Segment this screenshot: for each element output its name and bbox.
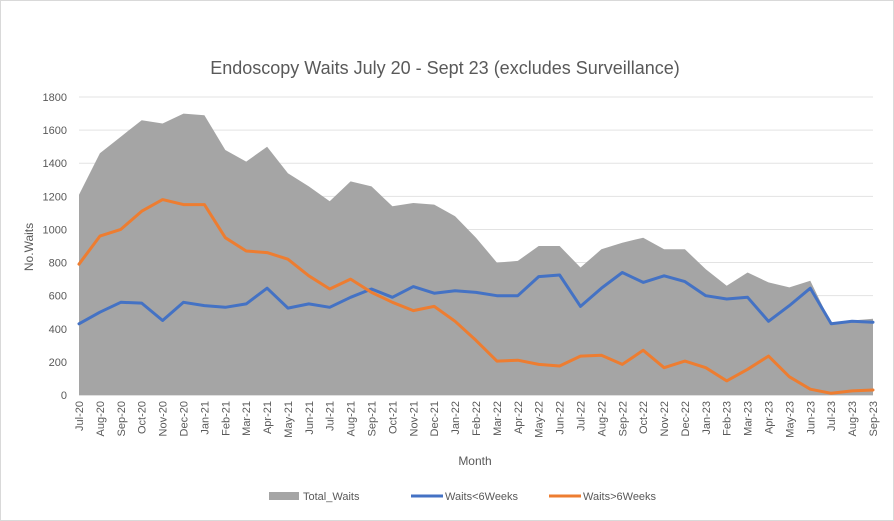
x-tick-label: Jul-23 <box>826 401 838 431</box>
y-tick-label: 1000 <box>43 224 67 236</box>
x-tick-label: Sep-23 <box>868 401 880 436</box>
x-tick-label: Jan-22 <box>450 401 462 435</box>
legend-waits-over-6-weeks: Waits>6Weeks <box>549 491 657 503</box>
x-tick-label: Sep-21 <box>367 401 379 436</box>
x-tick-label: Dec-21 <box>429 401 441 436</box>
x-tick-label: Aug-20 <box>95 401 107 436</box>
y-tick-label: 1600 <box>43 125 67 137</box>
legend: Total_Waits Waits<6Weeks Waits>6Weeks <box>269 491 657 503</box>
x-tick-label: Sep-22 <box>617 401 629 436</box>
y-tick-label: 800 <box>49 258 67 270</box>
x-tick-label: Jan-21 <box>199 401 211 435</box>
area-total-waits <box>79 113 873 395</box>
y-tick-label: 1400 <box>43 158 67 170</box>
line-layer <box>77 198 875 395</box>
x-tick-label: Nov-22 <box>659 401 671 436</box>
x-tick-label: Dec-22 <box>680 401 692 436</box>
area-layer <box>79 113 873 395</box>
x-tick-label: Jun-22 <box>555 401 567 435</box>
legend-label: Total_Waits <box>303 491 360 503</box>
y-tick-labels: 0 200 400 600 800 1000 1200 1400 1600 1800 <box>43 92 67 402</box>
x-tick-label: Jul-20 <box>74 401 86 431</box>
x-tick-label: May-21 <box>283 401 295 438</box>
legend-total-waits: Total_Waits <box>269 491 360 503</box>
x-axis-label: Month <box>458 454 491 468</box>
y-tick-label: 0 <box>61 390 67 402</box>
legend-swatch <box>269 492 299 500</box>
x-tick-label: Oct-22 <box>638 401 650 434</box>
x-tick-label: Jul-21 <box>325 401 337 431</box>
x-tick-label: Aug-22 <box>596 401 608 436</box>
x-tick-label: Apr-22 <box>513 401 525 434</box>
x-tick-label: Jun-21 <box>304 401 316 435</box>
x-tick-label: May-22 <box>534 401 546 438</box>
x-tick-label: Feb-22 <box>471 401 483 436</box>
x-tick-label: Mar-23 <box>743 401 755 436</box>
x-tick-label: Jan-23 <box>701 401 713 435</box>
x-tick-label: Feb-23 <box>722 401 734 436</box>
y-tick-label: 1200 <box>43 191 67 203</box>
x-tick-label: Nov-21 <box>408 401 420 436</box>
x-tick-label: Mar-21 <box>241 401 253 436</box>
x-tick-label: Mar-22 <box>492 401 504 436</box>
legend-label: Waits<6Weeks <box>445 491 519 503</box>
chart-title: Endoscopy Waits July 20 - Sept 23 (exclu… <box>210 58 680 78</box>
legend-waits-under-6-weeks: Waits<6Weeks <box>411 491 519 503</box>
x-tick-labels: Jul-20 Aug-20 Sep-20 Oct-20 Nov-20 Dec-20 Jan-… <box>74 401 880 438</box>
x-tick-label: Nov-20 <box>158 401 170 436</box>
x-tick-label: Feb-21 <box>220 401 232 436</box>
x-tick-label: Jun-23 <box>805 401 817 435</box>
x-tick-label: Jul-22 <box>576 401 588 431</box>
x-tick-label: Apr-21 <box>262 401 274 434</box>
y-axis-label: No.Waits <box>22 223 36 271</box>
line-waits-over-6-weeks <box>77 198 875 395</box>
x-tick-label: Dec-20 <box>179 401 191 436</box>
y-tick-label: 200 <box>49 357 67 369</box>
x-tick-label: May-23 <box>784 401 796 438</box>
y-tick-label: 600 <box>49 291 67 303</box>
legend-label: Waits>6Weeks <box>583 491 657 503</box>
line-waits-under-6-weeks <box>77 271 875 326</box>
x-tick-label: Apr-23 <box>764 401 776 434</box>
x-tick-label: Oct-21 <box>387 401 399 434</box>
x-tick-label: Oct-20 <box>137 401 149 434</box>
y-tick-label: 1800 <box>43 92 67 104</box>
x-tick-label: Sep-20 <box>116 401 128 436</box>
x-tick-label: Aug-23 <box>847 401 859 436</box>
x-tick-label: Aug-21 <box>346 401 358 436</box>
y-tick-label: 400 <box>49 324 67 336</box>
